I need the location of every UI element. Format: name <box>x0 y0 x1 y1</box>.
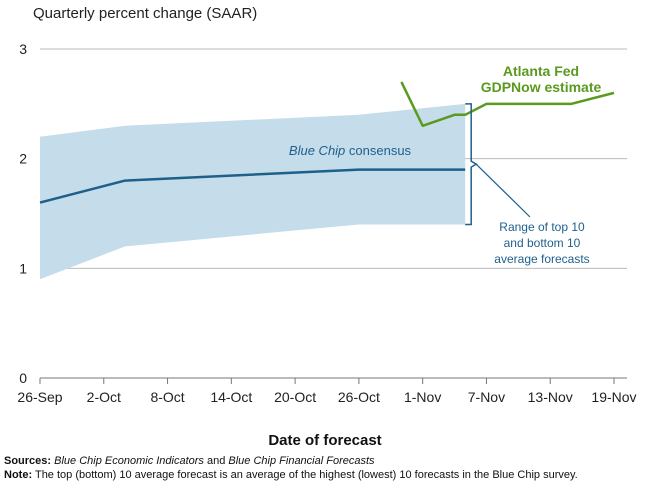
line-layer <box>39 81 615 226</box>
range-leader-line <box>475 163 531 218</box>
x-tick-label: 26-Oct <box>338 389 380 405</box>
gdpnow-label-line1: Atlanta Fed <box>503 63 579 79</box>
axis-layer: 0 1 2 3 26-Sep 2-Oct 8-Oct 14-Oct 20-Oct 26-Oct 1-… <box>17 41 636 405</box>
range-label-line1: Range of top 10 <box>499 220 585 234</box>
x-tick-label: 26-Sep <box>17 389 62 405</box>
x-tick-label: 8-Oct <box>150 389 184 405</box>
y-tick-label: 3 <box>19 41 27 57</box>
sources-publication-1: Blue Chip Economic Indicators <box>54 455 204 467</box>
gdpnow-line <box>400 81 615 128</box>
annotation-layer: Blue Chip consensus Atlanta Fed GDPNow e… <box>289 63 602 266</box>
note-text: The top (bottom) 10 average forecast is … <box>34 469 578 481</box>
x-tick-label: 20-Oct <box>274 389 316 405</box>
range-label-line2: and bottom 10 <box>504 236 581 250</box>
band-layer <box>40 103 466 280</box>
sources-line: Sources: Blue Chip Economic Indicators a… <box>4 455 375 467</box>
range-band <box>40 103 466 280</box>
x-axis-title: Date of forecast <box>268 432 382 449</box>
sources-label: Sources: <box>4 455 52 467</box>
gdpnow-label-line2: GDPNow estimate <box>481 79 602 95</box>
chart-subtitle: Quarterly percent change (SAAR) <box>33 5 258 22</box>
y-tick-label: 0 <box>19 370 27 386</box>
y-tick-label: 1 <box>19 260 27 276</box>
x-tick-label: 13-Nov <box>528 389 573 405</box>
x-tick-label: 19-Nov <box>591 389 636 405</box>
range-bracket <box>465 103 478 226</box>
sources-publication-2: Blue Chip Financial Forecasts <box>228 455 375 467</box>
blue-chip-label-italic: Blue Chip <box>289 143 345 158</box>
note-label: Note: <box>4 469 33 481</box>
x-tick-label: 14-Oct <box>210 389 252 405</box>
note-line: Note: The top (bottom) 10 average foreca… <box>4 469 604 481</box>
range-label-line3: average forecasts <box>494 252 589 266</box>
y-tick-label: 2 <box>19 151 27 167</box>
sources-conjunction: and <box>203 455 229 467</box>
x-tick-label: 2-Oct <box>87 389 121 405</box>
x-tick-label: 1-Nov <box>404 389 441 405</box>
x-tick-label: 7-Nov <box>468 389 505 405</box>
blue-chip-consensus-label: Blue Chip consensus <box>289 143 412 158</box>
consensus-line <box>39 168 466 204</box>
blue-chip-label-rest: consensus <box>345 143 411 158</box>
